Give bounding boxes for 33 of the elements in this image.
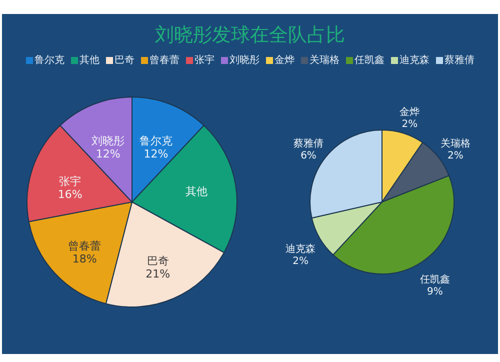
data-label: 12% [144,147,168,160]
data-label: 6% [300,150,316,162]
legend-label: 任凯鑫 [354,54,384,68]
slice-label: 张宇 [59,174,82,188]
legend-label: 迪克森 [398,54,430,68]
legend-label: 巴奇 [114,54,134,68]
legend-label: 鲁尔克 [34,54,64,68]
slice-label: 迪克森 [286,243,316,255]
data-label: 9% [427,286,443,298]
slice-label: 其他 [185,184,208,198]
chart-title: 刘晓彤发球在全队占比 [154,23,346,48]
data-label: 18% [72,252,97,266]
legend-label: 其他 [78,54,100,68]
slice-label: 任凯鑫 [418,274,450,286]
data-label: 16% [58,188,82,201]
slice-label: 金烨 [400,106,420,118]
slice-label: 曾春蕾 [68,240,102,253]
data-label: 21% [146,268,170,281]
legend-label: 曾春蕾 [148,54,180,68]
slice-label: 蔡雅倩 [294,137,324,150]
legend-label: 蔡雅倩 [444,54,474,68]
data-label: 2% [292,256,309,267]
legend-label: 张宇 [194,54,214,68]
legend-label: 关瑞格 [308,54,340,68]
slice-label: 鲁尔克 [139,134,172,148]
legend-label: 金烨 [274,54,294,68]
slice-label: 关瑞格 [440,137,470,150]
legend-label: 刘晓彤 [228,54,260,68]
slice-label: 刘晓彤 [92,134,125,148]
slice-label: 巴奇 [146,254,169,268]
data-label: 12% [96,147,120,160]
data-label: 2% [448,150,464,162]
data-label: 2% [402,119,418,130]
